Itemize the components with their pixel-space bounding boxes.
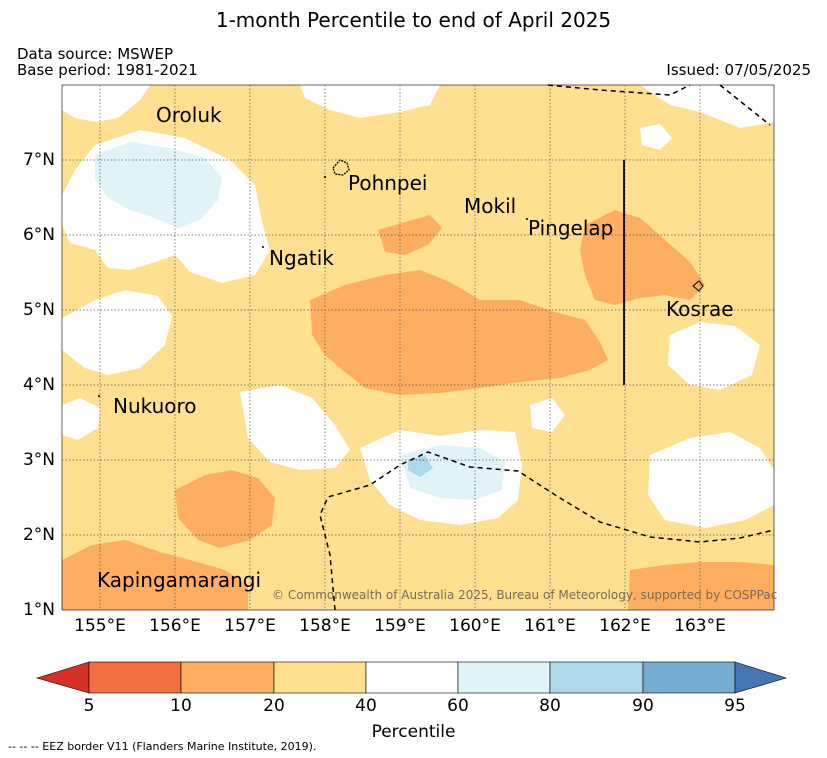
eez-border	[319, 84, 775, 611]
island-dot	[262, 246, 264, 248]
island-dot	[323, 175, 327, 179]
longitude-label: 162°E	[599, 616, 651, 636]
latitude-label: 2°N	[22, 525, 55, 545]
percentile-60-80-region	[95, 142, 222, 228]
percentile-10-20-region	[310, 270, 608, 395]
colorbar-segment	[642, 661, 736, 694]
pohnpei-island	[332, 159, 350, 176]
place-label-pingelap: Pingelap	[528, 216, 614, 240]
place-label-ngatik: Ngatik	[269, 246, 334, 270]
map-frame	[61, 84, 775, 611]
colorbar	[35, 661, 788, 694]
longitude-label: 160°E	[449, 616, 501, 636]
place-label-pohnpei: Pohnpei	[348, 171, 428, 195]
data-source: Data source: MSWEP	[17, 45, 174, 63]
colorbar-extend-low	[35, 661, 90, 694]
longitude-label: 156°E	[149, 616, 201, 636]
place-label-kosrae: Kosrae	[666, 297, 734, 321]
colorbar-segment	[457, 661, 551, 694]
base-period: Base period: 1981-2021	[17, 61, 198, 79]
place-label-nukuoro: Nukuoro	[113, 394, 197, 418]
percentile-40-60-region	[300, 85, 440, 118]
issued-date: Issued: 07/05/2025	[666, 61, 811, 79]
colorbar-extend-high	[734, 661, 788, 694]
place-label-mokil: Mokil	[464, 194, 517, 218]
eez-border-northeast	[719, 84, 771, 126]
longitude-label: 159°E	[374, 616, 426, 636]
longitude-label: 163°E	[674, 616, 726, 636]
map-field	[62, 85, 774, 610]
colorbar-tick: 60	[447, 696, 469, 716]
percentile-40-60-region	[240, 385, 350, 470]
colorbar-segment	[365, 661, 459, 694]
colorbar-segment	[88, 661, 182, 694]
colorbar-segment	[273, 661, 367, 694]
colorbar-segment	[549, 661, 644, 694]
colorbar-tick: 90	[632, 696, 654, 716]
copyright-notice: © Commonwealth of Australia 2025, Bureau…	[272, 588, 778, 602]
colorbar-tick: 10	[170, 696, 192, 716]
latitude-label: 1°N	[22, 600, 55, 620]
latitude-label: 4°N	[22, 375, 55, 395]
percentile-40-60-region	[62, 290, 172, 375]
longitude-label: 158°E	[299, 616, 351, 636]
colorbar-tick: 95	[724, 696, 746, 716]
percentile-40-60-region	[640, 124, 672, 150]
percentile-40-60-region	[668, 322, 760, 390]
island-dot	[98, 395, 100, 397]
percentile-40-60-region	[530, 398, 565, 432]
latitude-label: 3°N	[22, 450, 55, 470]
kosrae-island	[692, 280, 704, 292]
longitude-label: 161°E	[524, 616, 576, 636]
percentile-10-20-region	[62, 540, 248, 610]
map-title: 1-month Percentile to end of April 2025	[215, 8, 612, 32]
latitude-label: 7°N	[22, 150, 55, 170]
percentile-10-20-region	[175, 470, 275, 548]
percentile-10-20-region	[580, 210, 705, 305]
island-dot	[526, 218, 528, 220]
percentile-40-60-region	[640, 85, 774, 128]
graticule	[62, 85, 774, 610]
colorbar-tick: 5	[83, 696, 95, 716]
place-label-kapingamarangi: Kapingamarangi	[97, 568, 262, 592]
percentile-10-20-region	[628, 562, 774, 610]
colorbar-segment	[180, 661, 275, 694]
colorbar-tick: 40	[355, 696, 377, 716]
colorbar-tick: 80	[539, 696, 561, 716]
percentile-60-80-region	[408, 456, 433, 477]
percentile-40-60-region	[62, 398, 100, 440]
longitude-label: 157°E	[224, 616, 276, 636]
percentile-40-60-region	[648, 432, 774, 528]
eez-border-south	[319, 451, 775, 611]
longitude-label: 155°E	[74, 616, 126, 636]
eez-legend-note: -- -- -- EEZ border V11 (Flanders Marine…	[8, 740, 317, 753]
percentile-40-60-region	[62, 85, 150, 122]
colorbar-label: Percentile	[371, 722, 456, 742]
latitude-label: 5°N	[22, 300, 55, 320]
colorbar-tick: 20	[263, 696, 285, 716]
place-label-oroluk: Oroluk	[156, 103, 222, 127]
latitude-label: 6°N	[22, 225, 55, 245]
